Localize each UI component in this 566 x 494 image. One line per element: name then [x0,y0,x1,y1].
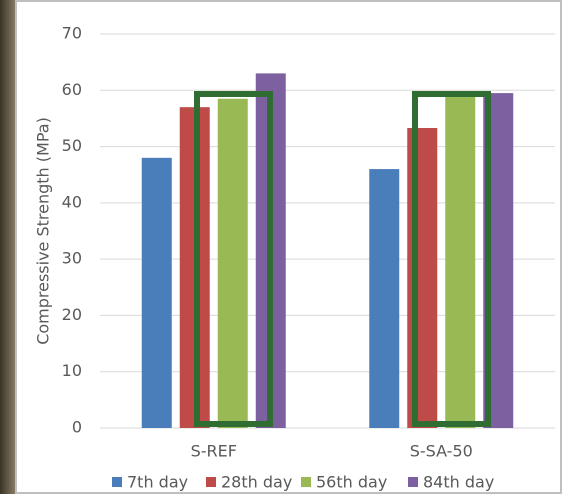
legend-swatch [301,477,311,487]
bar [218,99,248,428]
y-tick-label: 0 [72,418,82,437]
legend-label: 56th day [316,473,387,492]
x-tick-label: S-SA-50 [410,442,473,461]
bar [407,128,437,428]
legend-label: 28th day [221,473,292,492]
legend-swatch [112,477,122,487]
legend-label: 84th day [423,473,494,492]
y-tick-label: 50 [62,136,82,155]
y-tick-label: 70 [62,24,82,43]
y-tick-label: 40 [62,192,82,211]
chart: Compressive Strength (MPa) 0 10 20 30 40 50 60… [0,0,566,494]
x-tick-label: S-REF [191,442,237,461]
bar [142,158,172,428]
bar [369,169,399,428]
y-tick-label: 20 [62,305,82,324]
y-axis-label: Compressive Strength (MPa) [34,117,53,345]
bar [445,97,475,428]
y-tick-label: 30 [62,249,82,268]
y-tick-label: 10 [62,361,82,380]
y-tick-label: 60 [62,80,82,99]
legend-swatch [206,477,216,487]
chart-frame [16,1,561,493]
legend-swatch [408,477,418,487]
legend-label: 7th day [127,473,188,492]
photo-edge [0,0,16,494]
